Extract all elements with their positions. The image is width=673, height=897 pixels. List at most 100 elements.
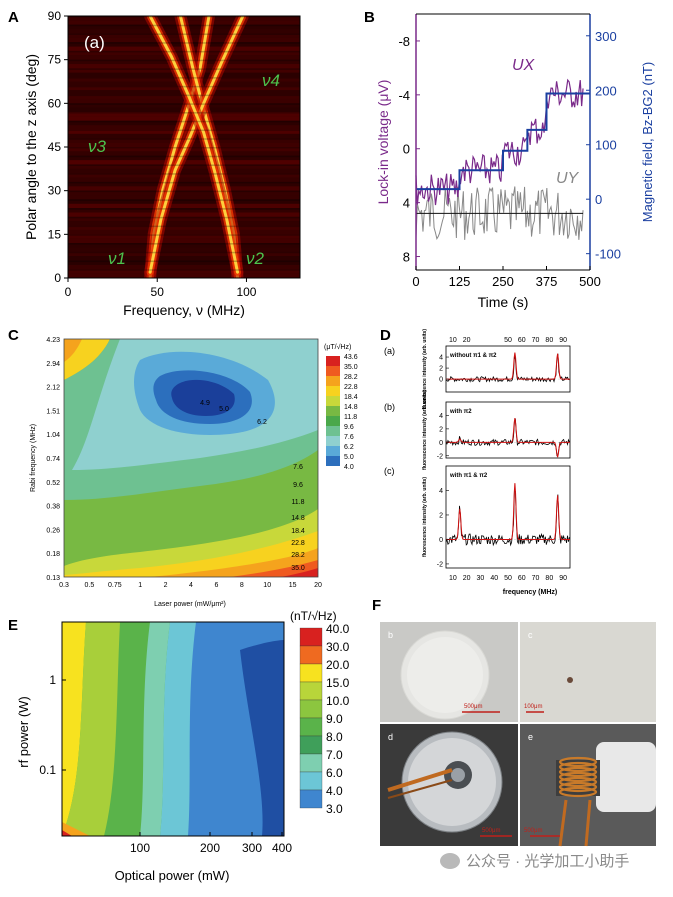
d-top-tick-label: 70 [532,337,540,344]
photo-c: c 100μm [520,622,656,722]
panel-a: (a) ν1 ν2 ν3 ν4 0 15 30 45 60 75 90 0 50 100 Fre… [23,9,301,318]
scan-line [68,50,300,53]
d-xtick-label: 70 [532,575,540,582]
c-level-28 [230,560,318,577]
e-legend-swatch [299,771,323,791]
band-ν4-layer2 [148,16,240,274]
b-ytick-right-label: -100 [595,247,621,262]
e-legend-swatch [299,627,323,647]
photo-e-scale: 500μm [524,828,542,834]
c-level-35 [280,568,318,577]
c-xtick-label: 10 [263,582,271,589]
b-ytick-right-label: 0 [595,192,602,207]
scan-line [68,190,300,193]
heatmap-row [68,181,300,187]
c-contour-label: 11.8 [291,499,304,506]
photo-c-scale: 100μm [524,704,542,710]
panel-b-ylabel-right: Magnetic field, Bz-BG2 (nT) [640,62,655,222]
c-legend-label: 6.2 [344,444,354,451]
nu2-annotation: ν2 [246,249,265,268]
e-level-20 [62,622,86,836]
c-ytick-label: 0.18 [46,551,60,558]
d-ytick-label: 2 [439,426,443,433]
scan-line [68,173,300,175]
panel-d-xlabel: frequency (MHz) [503,589,557,596]
heatmap-row [68,59,300,65]
photo-c-tag: c [528,630,533,640]
scan-line [68,164,300,166]
coil-turn [558,781,598,793]
d-fit [446,352,570,380]
panel-c: 4.95.06.27.69.611.814.818.422.828.235.0 … [30,337,358,608]
c-legend-swatch [326,426,340,436]
panel-c-unit: (μT/√Hz) [324,343,351,351]
e-xtick-label: 100 [130,841,150,855]
c-contour-label: 28.2 [291,552,305,559]
d-xtick-label: 20 [463,575,471,582]
e-level-3 [240,640,284,836]
scan-line [68,77,300,79]
d-subplot-label: with π1 & π2 [449,473,488,479]
scan-line [68,216,300,219]
d-xtick-label: 30 [477,575,485,582]
c-legend-swatch [326,436,340,446]
scan-line [68,147,300,149]
heatmap-row [68,203,300,209]
scan-line [68,260,300,263]
c-ytick-label: 0.38 [46,504,60,511]
a-ytick-label: 15 [48,227,62,241]
panel-a-xlabel: Frequency, ν (MHz) [123,302,245,318]
d-top-tick-label: 50 [504,337,512,344]
wechat-icon [440,853,460,869]
heatmap-row [68,55,300,60]
d-xtick-label: 50 [504,575,512,582]
c-xtick-label: 6 [214,582,218,589]
c-legend-label: 5.0 [344,454,354,461]
b-xtick-label: 0 [412,274,419,289]
e-ytick-label: 1 [49,673,56,687]
a-ytick-label: 75 [48,53,62,67]
c-ytick-label: 0.74 [46,456,60,463]
scan-line [68,155,300,158]
c-xtick-label: 0.3 [59,582,69,589]
c-legend-label: 11.8 [344,414,357,421]
heatmap-row [68,243,300,248]
d-subplot-tag: (b) [384,402,395,412]
heatmap-row [68,208,300,213]
photo-d: d 500μm [380,724,518,846]
heatmap-row [68,251,300,257]
e-legend-swatch [299,681,323,701]
c-contour-label: 9.6 [293,482,303,489]
d-ytick-label: -2 [437,561,443,568]
c-ytick-label: 1.04 [46,432,60,439]
d-subplot-frame [445,465,571,569]
coil-turn [558,766,598,778]
a-xtick-label: 50 [151,285,165,299]
watermark-text: 公众号 · 光学加工小助手 [466,853,630,870]
e-ytick-label: 0.1 [39,763,56,777]
uy-label: UY [556,170,580,187]
c-xtick-label: 0.5 [85,582,95,589]
a-xtick-label: 100 [236,285,256,299]
panel-a-inset-label: (a) [84,33,105,52]
b-xtick-label: 125 [449,274,471,289]
e-level-40 [62,830,72,836]
scan-line [68,208,300,210]
c-legend-label: 4.0 [344,464,354,471]
heatmap-row [68,269,300,274]
heatmap-row [68,234,300,239]
c-legend-label: 43.6 [344,354,358,361]
b-ytick-right-label: 100 [595,138,617,153]
d-trace [445,488,570,547]
c-xtick-label: 0.75 [108,582,122,589]
c-ytick-label: 2.94 [46,361,60,368]
scan-line [68,24,300,27]
panel-c-letter: C [8,327,19,344]
c-xtick-label: 15 [289,582,297,589]
coil-turn [558,771,598,783]
heatmap-row [68,212,300,217]
heatmap-row [68,264,300,270]
photo-d-scale: 500μm [482,828,500,834]
scan-line [68,181,300,184]
